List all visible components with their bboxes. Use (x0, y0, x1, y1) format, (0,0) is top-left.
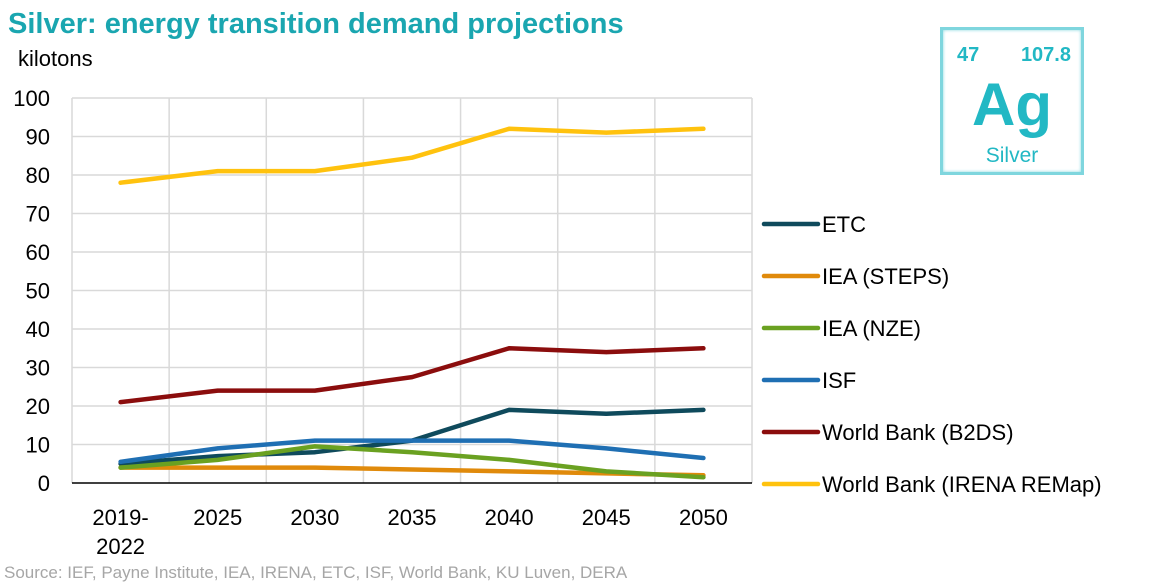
legend-label: IEA (NZE) (822, 316, 921, 341)
data-point (410, 450, 414, 455)
data-point (604, 130, 609, 135)
x-tick-label: 2025 (193, 505, 242, 530)
legend-label: World Bank (B2DS) (822, 420, 1014, 445)
data-point (312, 438, 317, 443)
data-point (410, 155, 414, 160)
y-tick-label: 0 (38, 471, 50, 496)
data-point (507, 407, 512, 412)
data-point (507, 438, 512, 443)
data-point (215, 169, 220, 174)
data-point (604, 411, 609, 416)
data-point (507, 457, 512, 462)
legend-label: World Bank (IRENA REMap) (822, 472, 1102, 497)
y-tick-label: 10 (26, 433, 50, 458)
data-point (118, 400, 123, 405)
data-point (312, 465, 317, 470)
y-tick-label: 80 (26, 163, 50, 188)
data-point (215, 457, 220, 462)
x-tick-label: 2050 (679, 505, 728, 530)
legend-label: ISF (822, 368, 856, 393)
y-tick-label: 100 (13, 86, 50, 111)
data-point (604, 469, 609, 474)
data-point (701, 346, 706, 351)
y-tick-label: 50 (26, 279, 50, 304)
y-tick-label: 60 (26, 240, 50, 265)
x-tick-label: 2035 (388, 505, 437, 530)
data-point (215, 446, 220, 451)
data-point (118, 459, 123, 464)
data-point (312, 450, 317, 455)
atomic-mass: 107.8 (1020, 44, 1071, 66)
data-point (410, 438, 414, 443)
element-name: Silver (985, 144, 1039, 167)
legend-layer: ETC IEA (STEPS) IEA (NZE) ISF World Bank (B2… (761, 212, 1102, 497)
element-tile: 47 107.8 Ag Silver (940, 27, 1084, 175)
data-point (701, 407, 706, 412)
data-point (312, 444, 317, 449)
x-tick-label: 2040 (485, 505, 534, 530)
data-point (507, 126, 512, 131)
data-point (215, 388, 220, 393)
x-tick-label: 2030 (290, 505, 339, 530)
data-point (604, 446, 609, 451)
data-point (701, 126, 706, 131)
data-point (215, 465, 220, 470)
data-point (410, 467, 414, 472)
grid-layer (71, 97, 753, 483)
data-point (604, 350, 609, 355)
y-tick-label: 20 (26, 394, 50, 419)
y-axis-unit-label: kilotons (18, 46, 93, 71)
series-line-0 (118, 407, 706, 467)
data-point (507, 469, 512, 474)
y-tick-label: 70 (26, 202, 50, 227)
data-point (410, 375, 414, 380)
element-symbol: Ag (972, 71, 1052, 138)
data-point (312, 388, 317, 393)
x-tick-label: 2045 (582, 505, 631, 530)
atomic-number: 47 (957, 44, 980, 66)
data-point (701, 475, 706, 480)
source-note: Source: IEF, Payne Institute, IEA, IRENA… (4, 563, 628, 582)
legend-label: IEA (STEPS) (822, 264, 949, 289)
data-point (701, 455, 706, 460)
data-point (507, 346, 512, 351)
y-tick-label: 40 (26, 317, 50, 342)
x-tick-label: 2019-2022 (92, 505, 148, 559)
y-tick-label: 30 (26, 356, 50, 381)
data-point (215, 454, 220, 459)
legend-label: ETC (822, 212, 866, 237)
y-tick-label: 90 (26, 125, 50, 150)
series-layer (118, 126, 706, 480)
chart-title: Silver: energy transition demand project… (8, 8, 624, 40)
data-point (312, 169, 317, 174)
data-point (118, 180, 123, 185)
data-point (118, 465, 123, 470)
